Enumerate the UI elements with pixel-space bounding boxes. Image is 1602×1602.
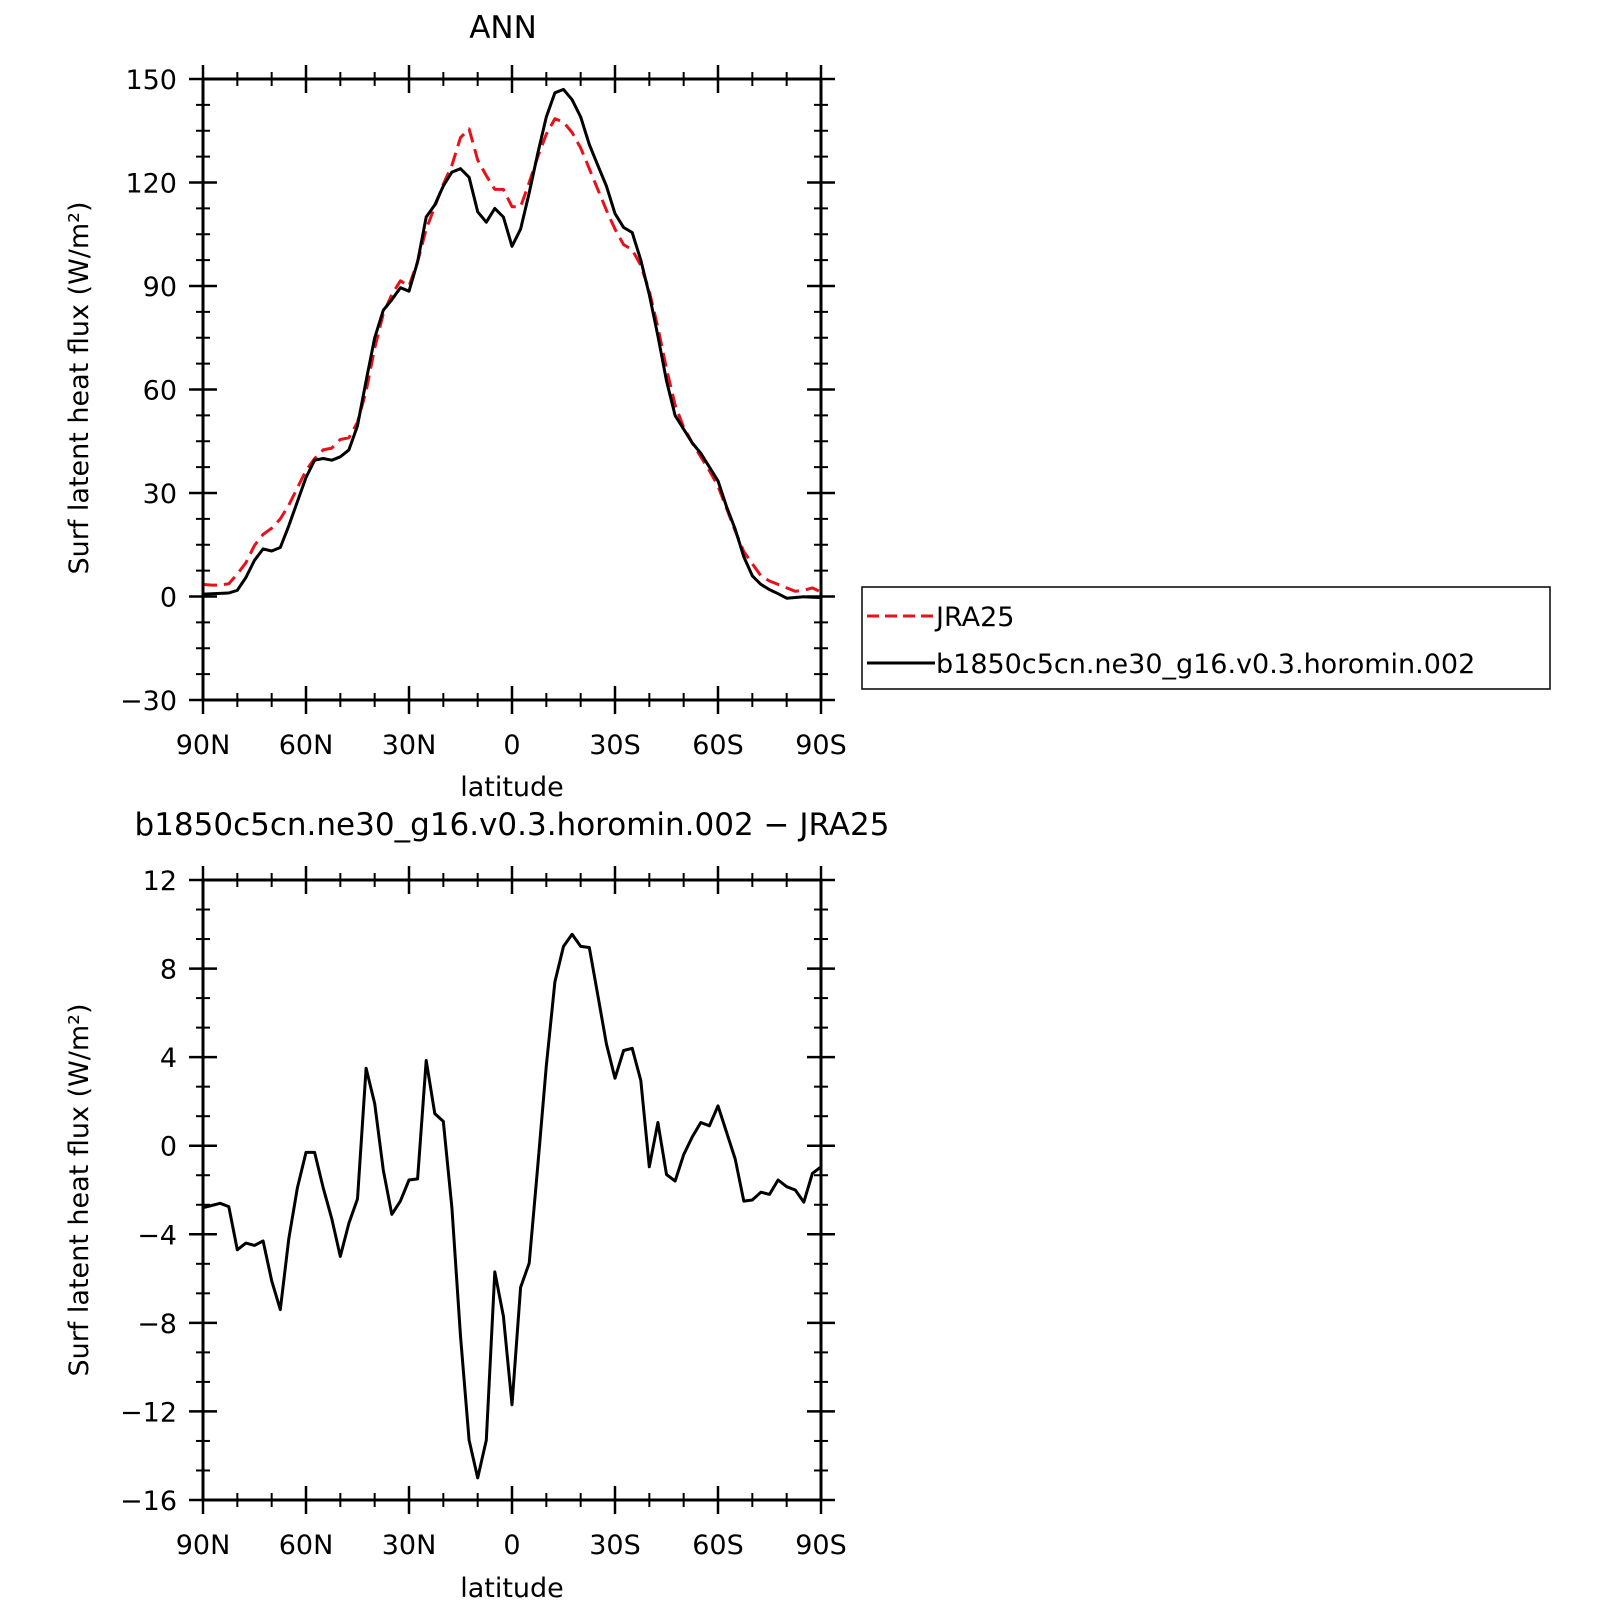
top-plot-frame — [201, 77, 823, 702]
legend-label-model: b1850c5cn.ne30_g16.v0.3.horomin.002 — [936, 649, 1475, 680]
x-tick-label: 60N — [279, 730, 334, 761]
top-x-axis-label: latitude — [460, 772, 564, 803]
bottom-y-axis-label: Surf latent heat flux (W/m²) — [64, 1003, 95, 1376]
bottom-y-tick-labels: −16 −12 −8 −4 0 4 8 12 — [120, 866, 177, 1517]
top-y-axis-label: Surf latent heat flux (W/m²) — [64, 201, 95, 574]
x-tick-label: 60S — [692, 1530, 744, 1561]
top-ticks — [189, 65, 835, 714]
x-tick-label: 90N — [176, 1530, 231, 1561]
x-tick-label: 90S — [795, 730, 847, 761]
y-tick-label: 90 — [143, 272, 177, 303]
bottom-chart-title: b1850c5cn.ne30_g16.v0.3.horomin.002 − JR… — [135, 807, 890, 843]
x-tick-label: 90N — [176, 730, 231, 761]
x-tick-label: 30N — [382, 1530, 437, 1561]
top-x-tick-labels: 90N 60N 30N 0 30S 60S 90S — [176, 730, 847, 761]
y-tick-label: −16 — [120, 1486, 177, 1517]
y-tick-label: 120 — [125, 169, 177, 200]
y-tick-label: 150 — [125, 65, 177, 96]
y-tick-label: −8 — [137, 1309, 177, 1340]
top-series-line-model — [202, 87, 822, 600]
y-tick-label: −12 — [120, 1397, 177, 1428]
top-series-lines — [202, 87, 822, 600]
x-tick-label: 30S — [589, 730, 641, 761]
x-tick-label: 90S — [795, 1530, 847, 1561]
top-series-line-jra25 — [202, 117, 822, 594]
x-tick-label: 0 — [503, 730, 520, 761]
y-tick-label: 8 — [160, 955, 177, 986]
y-tick-label: 30 — [143, 479, 177, 510]
y-tick-label: −30 — [120, 686, 177, 717]
bottom-ticks — [189, 866, 835, 1514]
y-tick-label: 0 — [160, 1132, 177, 1163]
x-tick-label: 0 — [503, 1530, 520, 1561]
x-tick-label: 30N — [382, 730, 437, 761]
legend-label-jra25: JRA25 — [934, 602, 1014, 633]
y-tick-label: 12 — [143, 866, 177, 897]
y-tick-label: 0 — [160, 583, 177, 614]
x-tick-label: 60N — [279, 1530, 334, 1561]
top-panel: ANN −30 0 30 60 90 120 150 90N 60N 30N 0 30S 60S 90S… — [64, 10, 1551, 803]
bottom-x-tick-labels: 90N 60N 30N 0 30S 60S 90S — [176, 1530, 847, 1561]
bottom-x-axis-label: latitude — [460, 1573, 564, 1602]
y-tick-label: 4 — [160, 1043, 177, 1074]
bottom-plot-frame — [201, 878, 823, 1502]
top-y-tick-labels: −30 0 30 60 90 120 150 — [120, 65, 177, 717]
bottom-series-line-difference — [202, 932, 822, 1480]
bottom-panel: b1850c5cn.ne30_g16.v0.3.horomin.002 − JR… — [64, 807, 889, 1602]
x-tick-label: 60S — [692, 730, 744, 761]
y-tick-label: 60 — [143, 376, 177, 407]
legend: JRA25 b1850c5cn.ne30_g16.v0.3.horomin.00… — [861, 586, 1551, 690]
legend-box — [861, 586, 1551, 690]
bottom-series-lines — [202, 932, 822, 1480]
y-tick-label: −4 — [137, 1220, 177, 1251]
x-tick-label: 30S — [589, 1530, 641, 1561]
top-chart-title: ANN — [469, 10, 537, 46]
